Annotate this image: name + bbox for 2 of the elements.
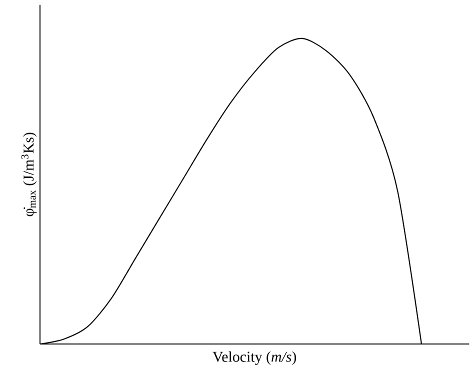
y-axis-title: φ̇$_{max}$ (J/m$^{3}$Ks) (21, 132, 37, 216)
x-axis-title: Velocity (m/s) (212, 351, 296, 365)
